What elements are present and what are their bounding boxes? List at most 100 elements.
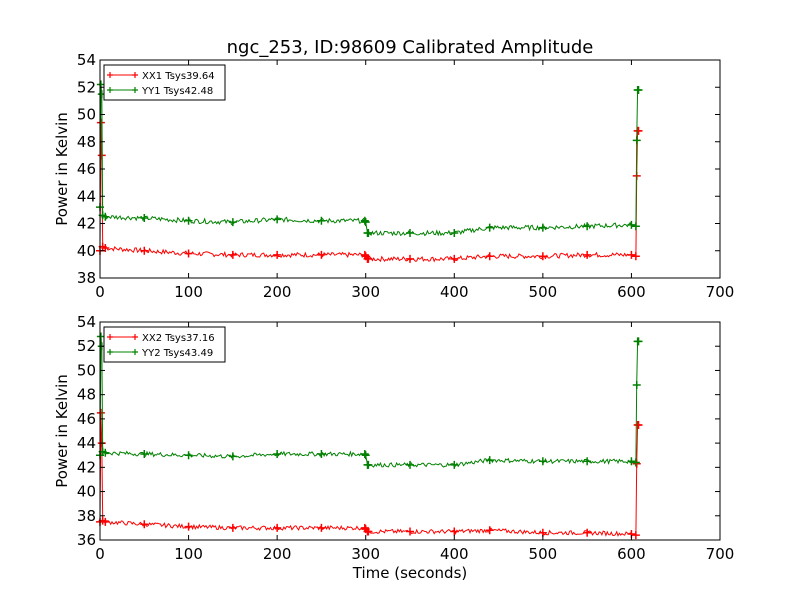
x-tick-label: 200 [263,283,292,301]
legend-label: YY2 Tsys43.49 [141,348,213,359]
data-point [228,452,237,461]
data-point [317,450,326,459]
data-point [406,527,414,536]
data-point [583,457,592,466]
series-2 [96,80,643,238]
x-tick-label: 300 [351,545,380,563]
data-point [184,216,193,225]
y-tick-label: 36 [77,531,96,549]
series-2 [96,332,643,469]
data-point [140,450,149,459]
data-point [317,216,326,225]
data-point [631,222,640,231]
data-point [634,337,643,346]
y-tick-label: 40 [77,242,96,260]
legend-marker [107,334,138,340]
legend-box [103,64,226,101]
y-tick-label: 38 [77,507,96,525]
x-tick-label: 500 [529,283,558,301]
x-tick-label: 400 [440,283,469,301]
series-line [100,412,639,537]
data-point [538,457,547,466]
x-tick-label: 0 [95,283,105,301]
data-point [140,520,149,529]
y-axis-label: Power in Kelvin [53,374,71,488]
data-point [101,212,110,221]
data-point [627,220,636,229]
data-point [485,252,494,261]
y-axis-label: Power in Kelvin [53,112,71,226]
data-point [631,531,640,540]
data-point [406,254,414,263]
data-point [485,456,494,465]
data-point [632,459,641,468]
data-point [485,526,494,535]
legend-marker [107,349,138,355]
y-tick-label: 52 [77,78,96,96]
data-point [538,223,547,232]
data-point [184,522,193,531]
data-point [450,254,459,263]
x-tick-label: 0 [95,545,105,563]
legend-label: XX2 Tsys37.16 [142,333,215,344]
y-tick-label: 54 [77,313,96,331]
legend-marker [107,87,138,93]
data-point [228,218,237,227]
data-point [361,218,370,227]
bottom-plot-panel: 0 100 200 300 400 500 600 700 36 38 40 42 44 46 48 50 52… [53,313,734,582]
figure-title: ngc_253, ID:98609 Calibrated Amplitude [227,37,594,58]
series-line [100,122,639,263]
x-tick-label: 200 [263,545,292,563]
data-point [360,216,369,225]
legend-label: YY1 Tsys42.48 [141,86,213,97]
y-tick-label: 42 [77,458,96,476]
plot-frame [99,321,721,541]
data-point [634,85,643,94]
data-point [101,517,110,526]
data-point [450,229,459,238]
x-tick-label: 600 [617,545,646,563]
y-tick-label: 44 [77,434,96,452]
y-tick-label: 38 [77,269,96,287]
x-axis-label: Time (seconds) [352,564,468,582]
data-point [450,460,459,469]
data-point [364,229,373,238]
data-point [634,420,643,429]
data-point [273,250,282,259]
x-tick-label: 300 [351,283,380,301]
data-point [632,380,641,389]
y-tick-label: 40 [77,483,96,501]
data-point [140,246,149,255]
x-tick-label: 700 [706,283,735,301]
x-tick-label: 100 [174,545,203,563]
x-tick-label: 500 [529,545,558,563]
data-point [317,250,326,259]
x-tick-label: 100 [174,283,203,301]
series-1 [96,408,643,540]
data-point [101,244,110,253]
y-tick-label: 48 [77,133,96,151]
top-plot-panel: 0 100 200 300 400 500 600 700 38 40 42 44 46 48 50 52 54… [53,51,734,301]
x-tick-label: 400 [440,545,469,563]
legend-box [103,326,226,363]
data-point [631,252,640,261]
legend: XX2 Tsys37.16 YY2 Tsys43.49 [103,326,226,363]
data-point [228,250,237,259]
data-point [184,249,193,258]
y-tick-label: 50 [77,106,96,124]
data-point [583,222,592,231]
data-point [583,250,592,259]
y-tick-label: 46 [77,410,96,428]
data-point [583,528,592,537]
legend-marker [107,72,138,78]
data-point [96,408,105,417]
data-point [360,250,369,259]
data-point [228,523,237,532]
series-1 [96,118,643,263]
data-point [632,136,641,145]
y-tick-label: 52 [77,337,96,355]
data-point [364,254,373,263]
x-tick-label: 700 [706,545,735,563]
data-point [364,460,373,469]
data-point [101,448,110,457]
